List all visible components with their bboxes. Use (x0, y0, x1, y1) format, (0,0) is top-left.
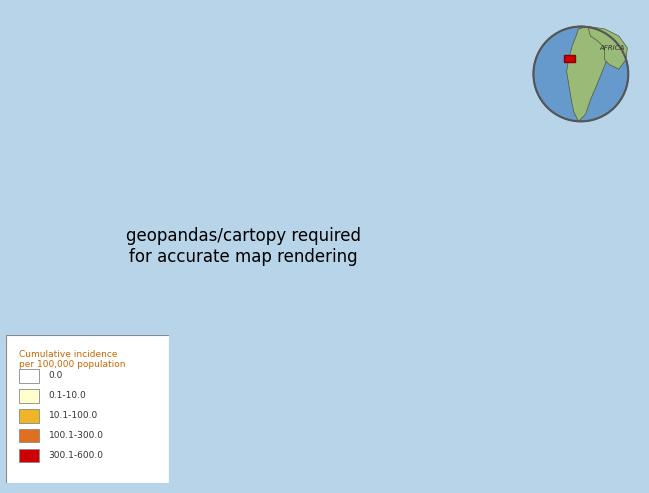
Polygon shape (588, 27, 628, 69)
Bar (564, 55, 575, 62)
Circle shape (533, 27, 628, 121)
Text: 300.1-600.0: 300.1-600.0 (49, 451, 104, 460)
Bar (19, 429, 39, 443)
Bar (19, 449, 39, 462)
Text: Cumulative incidence
per 100,000 population: Cumulative incidence per 100,000 populat… (19, 350, 126, 369)
Text: geopandas/cartopy required
for accurate map rendering: geopandas/cartopy required for accurate … (126, 227, 361, 266)
Text: 0.0: 0.0 (49, 371, 63, 381)
Text: 100.1-300.0: 100.1-300.0 (49, 431, 104, 440)
Bar (19, 369, 39, 383)
Text: 0.1-10.0: 0.1-10.0 (49, 391, 86, 400)
Bar (19, 409, 39, 423)
Text: AFRICA: AFRICA (599, 45, 624, 51)
Polygon shape (567, 27, 607, 121)
FancyBboxPatch shape (6, 335, 169, 483)
Text: 10.1-100.0: 10.1-100.0 (49, 411, 98, 421)
Bar (19, 389, 39, 402)
